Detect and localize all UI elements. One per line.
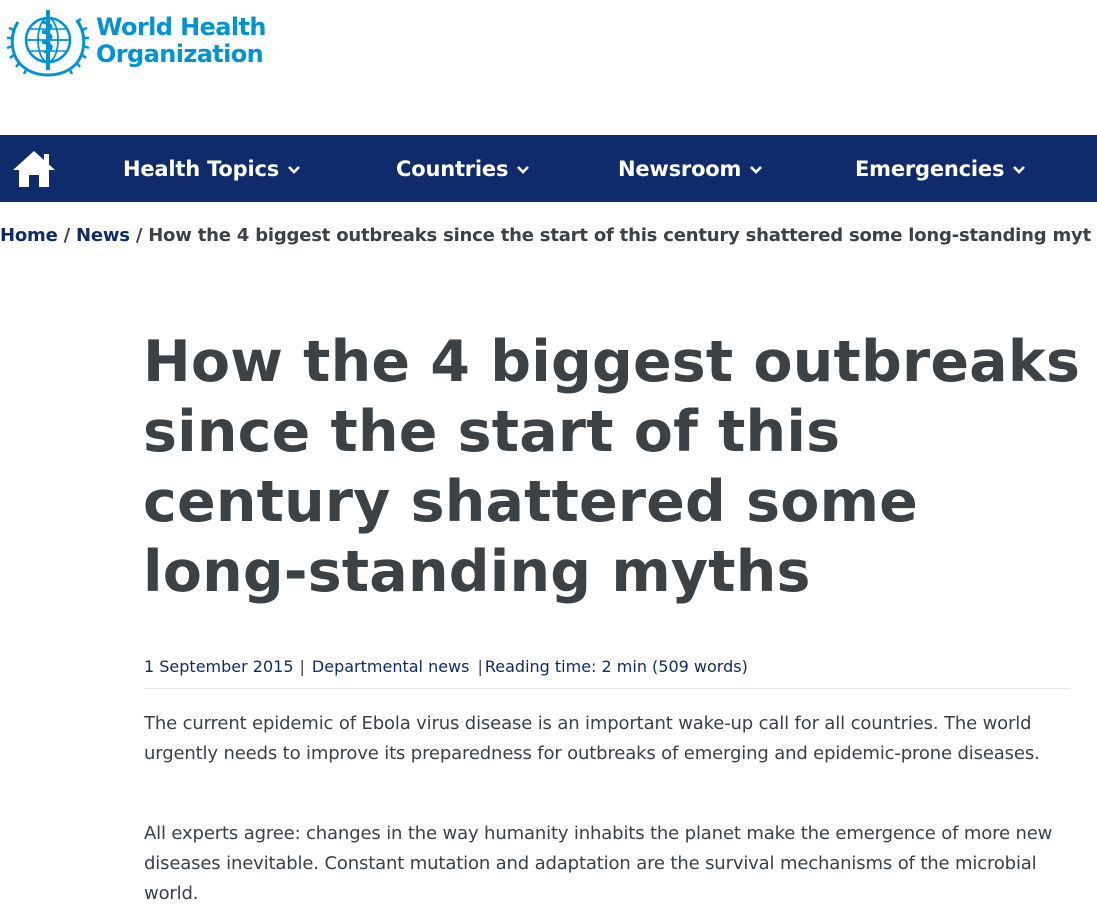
breadcrumb-separator: / [135, 225, 143, 246]
meta-separator: | [477, 657, 483, 676]
chevron-down-icon [1013, 165, 1026, 174]
nav-countries-label: Countries [396, 156, 509, 181]
nav-newsroom[interactable]: Newsroom [618, 135, 763, 202]
chevron-down-icon [750, 165, 763, 174]
nav-newsroom-label: Newsroom [618, 156, 742, 181]
home-icon[interactable] [10, 148, 58, 190]
breadcrumb: Home / News / How the 4 biggest outbreaks si… [0, 225, 1097, 253]
logo-line2: Organization [96, 40, 264, 68]
nav-countries[interactable]: Countries [396, 135, 530, 202]
who-logo[interactable]: World Health Organization [6, 4, 266, 78]
meta-separator: | [299, 657, 305, 676]
article-paragraph: The current epidemic of Ebola virus dise… [144, 713, 1040, 764]
nav-emergencies[interactable]: Emergencies [855, 135, 1026, 202]
article-category-link[interactable]: Departmental news [311, 657, 470, 676]
who-emblem-icon [6, 10, 90, 77]
main-navbar: Health Topics Countries Newsroom Emergen… [0, 135, 1097, 202]
article-meta: 1 September 2015 | Departmental news | Readi… [144, 657, 748, 676]
reading-time: Reading time: 2 min (509 words) [484, 657, 748, 676]
breadcrumb-news[interactable]: News [75, 225, 130, 246]
chevron-down-icon [288, 165, 300, 174]
article-date: 1 September 2015 [144, 657, 294, 676]
logo-line1: World Health [96, 13, 266, 41]
article-paragraph: All experts agree: changes in the way hu… [144, 823, 1053, 904]
nav-emergencies-label: Emergencies [855, 156, 1005, 181]
breadcrumb-separator: / [63, 225, 71, 246]
logo-wordmark: World Health Organization [96, 14, 266, 68]
chevron-down-icon [517, 165, 530, 174]
meta-divider [144, 688, 1070, 689]
page-title: How the 4 biggest outbreaks since the st… [143, 329, 1081, 605]
breadcrumb-current: How the 4 biggest outbreaks since the st… [148, 225, 1091, 246]
breadcrumb-home[interactable]: Home [0, 225, 58, 246]
nav-health-topics-label: Health Topics [123, 156, 280, 181]
nav-health-topics[interactable]: Health Topics [123, 135, 301, 202]
